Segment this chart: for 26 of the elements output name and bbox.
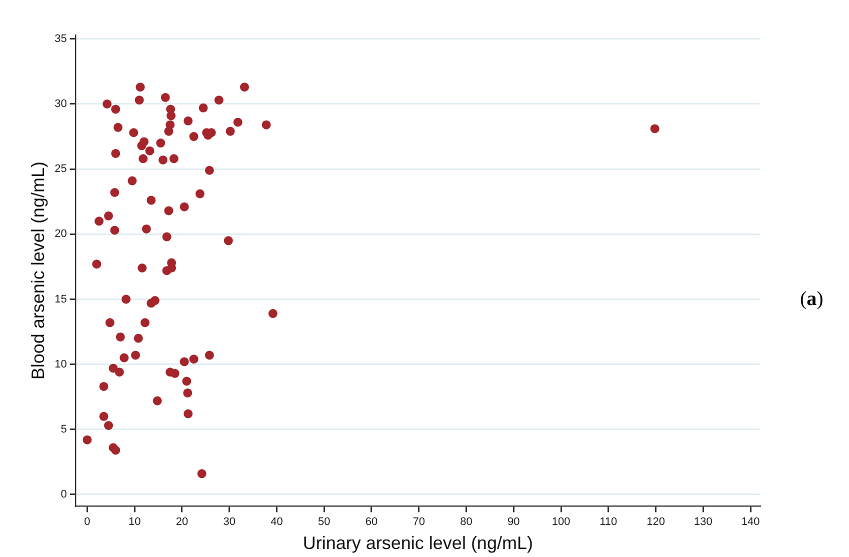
x-tick-label: 110 xyxy=(600,516,618,528)
x-tick-label: 10 xyxy=(128,516,141,528)
x-tick-label: 60 xyxy=(365,516,378,528)
x-tick-label: 0 xyxy=(84,516,90,528)
x-tick-label: 40 xyxy=(270,516,283,528)
x-tick-label: 80 xyxy=(460,516,472,528)
x-tick-label: 30 xyxy=(223,516,236,528)
x-tick-label: 100 xyxy=(552,516,570,528)
x-tick-label: 130 xyxy=(694,516,712,528)
y-tick-label: 5 xyxy=(60,423,67,436)
y-tick-label: 15 xyxy=(54,293,67,306)
x-tick-label: 20 xyxy=(176,516,188,528)
x-tick-label: 140 xyxy=(741,516,760,528)
y-axis-title: Blood arsenic level (ng/mL) xyxy=(28,162,48,380)
text: (a) xyxy=(800,288,824,311)
x-tick-label: 120 xyxy=(646,516,665,528)
y-tick-label: 30 xyxy=(54,98,67,110)
y-tick-label: 20 xyxy=(54,228,67,240)
x-tick-label: 90 xyxy=(508,516,520,528)
y-tick-label: 0 xyxy=(60,488,67,501)
x-tick-label: 50 xyxy=(318,516,330,528)
x-tick-label: 70 xyxy=(412,516,425,528)
y-tick-label: 10 xyxy=(54,358,67,370)
y-tick-label: 25 xyxy=(54,163,67,176)
y-tick-label: 35 xyxy=(54,32,67,45)
x-axis-title: Urinary arsenic level (ng/mL) xyxy=(302,533,533,554)
